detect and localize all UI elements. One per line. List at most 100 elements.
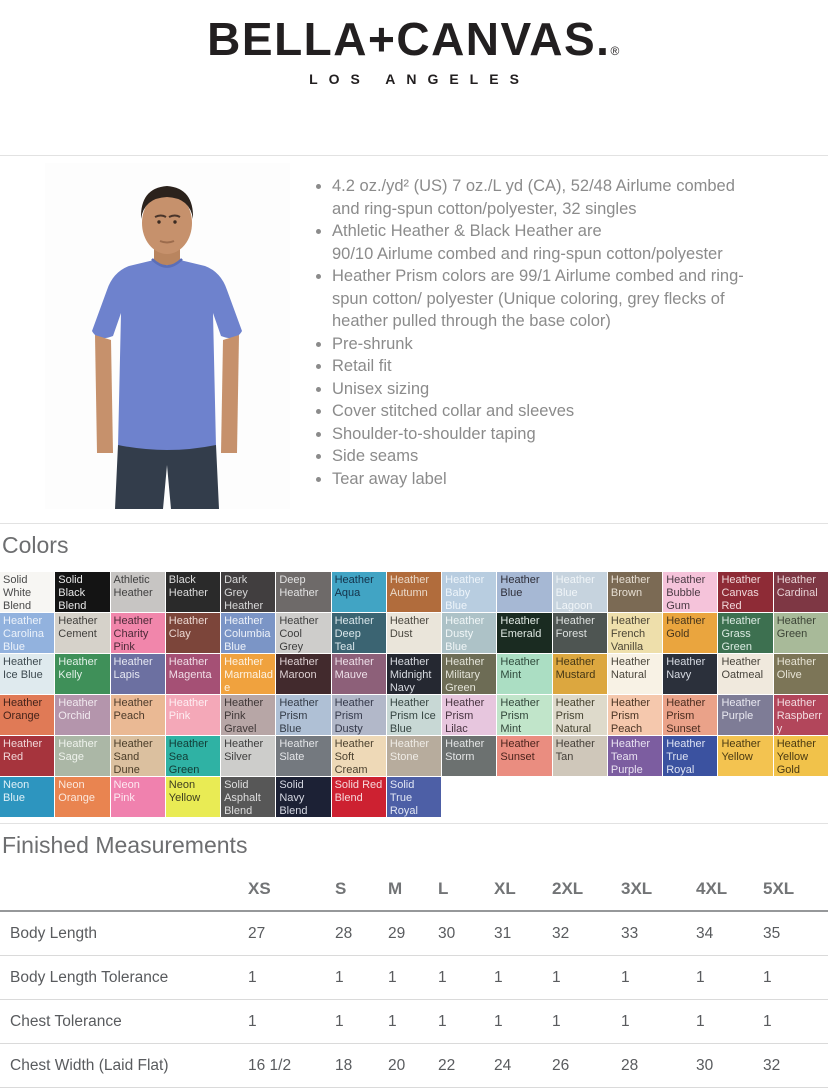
color-swatch: Heather Cement xyxy=(55,613,110,653)
section-divider xyxy=(0,155,828,156)
spec-bullet: Shoulder-to-shoulder taping xyxy=(332,423,827,446)
measurement-value: 1 xyxy=(335,1000,388,1044)
color-swatch: Heather Prism Ice Blue xyxy=(386,695,442,735)
color-swatch: Heather Mint xyxy=(497,654,552,694)
color-swatch: Heather Slate xyxy=(276,736,331,776)
measurement-value: 1 xyxy=(335,956,388,1000)
measurement-value: 1 xyxy=(763,956,828,1000)
color-swatch: Heather Sea Green xyxy=(165,736,221,776)
measurement-value: 1 xyxy=(388,1000,438,1044)
measurement-value: 1 xyxy=(696,956,763,1000)
measurement-row-label: Body Length xyxy=(0,912,248,956)
size-column-header: 2XL xyxy=(552,863,621,912)
measurement-value: 30 xyxy=(696,1044,763,1088)
measurement-value: 32 xyxy=(552,912,621,956)
color-swatch: Solid Red Blend xyxy=(331,777,386,817)
color-swatch: Heather Raspberry xyxy=(773,695,828,735)
color-swatch: Solid Asphalt Blend xyxy=(221,777,276,817)
measurement-value: 1 xyxy=(763,1000,828,1044)
measurement-value: 1 xyxy=(494,956,552,1000)
color-swatch: Heather Yellow Gold xyxy=(773,736,828,776)
spec-bullet: Cover stitched collar and sleeves xyxy=(332,400,827,423)
color-swatch: Heather Dusty Blue xyxy=(442,613,497,653)
size-column-header: M xyxy=(388,863,438,912)
color-swatch: Heather Magenta xyxy=(165,654,221,694)
color-swatch: Heather Maroon xyxy=(276,654,331,694)
spec-bullet: Athletic Heather & Black Heather are 90/… xyxy=(332,220,827,265)
color-swatch: Heather Forest xyxy=(552,613,607,653)
measurement-value: 29 xyxy=(388,912,438,956)
product-specs: 4.2 oz./yd² (US) 7 oz./L yd (CA), 52/48 … xyxy=(312,163,827,509)
color-swatch: Heather True Royal xyxy=(663,736,718,776)
color-swatch: Heather Prism Dusty Blue xyxy=(331,695,386,735)
product-bullets: 4.2 oz./yd² (US) 7 oz./L yd (CA), 52/48 … xyxy=(312,175,827,490)
color-swatch: Heather Columbia Blue xyxy=(221,613,276,653)
color-swatch: Heather Bubble Gum xyxy=(663,572,718,612)
color-swatch: Heather Prism Natural xyxy=(552,695,607,735)
measurement-row-label: Chest Width (Laid Flat) xyxy=(0,1044,248,1088)
registered-trademark-icon: ® xyxy=(610,44,621,58)
measurement-value: 34 xyxy=(696,912,763,956)
color-swatch: Heather Ice Blue xyxy=(0,654,55,694)
color-swatch: Heather Blue Lagoon xyxy=(552,572,607,612)
measurement-value: 1 xyxy=(248,956,335,1000)
color-swatch: Heather Aqua xyxy=(331,572,386,612)
measurement-value: 1 xyxy=(696,1000,763,1044)
color-swatch: Athletic Heather xyxy=(110,572,165,612)
measurements-table: XS S M L XL 2XL 3XL 4XL 5XL Body Length 27 28 29 30 31… xyxy=(0,863,828,1088)
color-swatch: Heather Prism Sunset xyxy=(663,695,718,735)
color-swatch: Heather Yellow xyxy=(718,736,773,776)
color-swatch: Heather Mustard xyxy=(552,654,607,694)
color-swatch: Heather Orange xyxy=(0,695,55,735)
color-swatch: Heather Natural xyxy=(607,654,663,694)
color-swatch: Heather Soft Cream xyxy=(331,736,386,776)
brand-city: LOS ANGELES xyxy=(309,71,530,87)
color-swatch: Heather Pink Gravel xyxy=(221,695,276,735)
color-swatch: Heather Blue xyxy=(497,572,552,612)
color-swatch: Heather Charity Pink xyxy=(110,613,165,653)
color-swatch: Heather Gold xyxy=(663,613,718,653)
measurement-row-label: Body Length Tolerance xyxy=(0,956,248,1000)
section-divider xyxy=(0,523,828,524)
spec-bullet: Retail fit xyxy=(332,355,827,378)
color-swatch: Heather Cool Grey xyxy=(276,613,331,653)
spec-bullet: Heather Prism colors are 99/1 Airlume co… xyxy=(332,265,827,333)
color-swatch: Heather Tan xyxy=(552,736,607,776)
color-swatch: Solid White Blend xyxy=(0,572,55,612)
color-swatch: Heather Pink xyxy=(165,695,221,735)
measurement-value: 1 xyxy=(438,956,494,1000)
measurement-value: 1 xyxy=(552,1000,621,1044)
measurement-value: 31 xyxy=(494,912,552,956)
measurement-value: 1 xyxy=(621,956,696,1000)
colors-heading: Colors xyxy=(2,532,69,558)
measurement-value: 35 xyxy=(763,912,828,956)
color-swatch: Heather French Vanilla xyxy=(607,613,663,653)
color-swatch: Heather Autumn xyxy=(386,572,442,612)
color-swatch: Dark Grey Heather xyxy=(221,572,276,612)
color-swatch: Heather Prism Mint xyxy=(497,695,552,735)
size-column-header: 3XL xyxy=(621,863,696,912)
measurement-value: 1 xyxy=(388,956,438,1000)
color-swatch: Heather Kelly xyxy=(55,654,110,694)
measurement-value: 26 xyxy=(552,1044,621,1088)
spec-bullet: 4.2 oz./yd² (US) 7 oz./L yd (CA), 52/48 … xyxy=(332,175,827,220)
size-column-header: XL xyxy=(494,863,552,912)
color-swatch: Heather Midnight Navy xyxy=(386,654,442,694)
section-divider xyxy=(0,823,828,824)
color-swatch: Heather Cardinal xyxy=(773,572,828,612)
size-column-header: 5XL xyxy=(763,863,828,912)
color-swatch: Heather Canvas Red xyxy=(718,572,773,612)
color-swatch: Neon Pink xyxy=(110,777,165,817)
measurement-value: 28 xyxy=(621,1044,696,1088)
color-swatch: Heather Purple xyxy=(718,695,773,735)
color-swatch: Heather Carolina Blue xyxy=(0,613,55,653)
color-swatch: Neon Orange xyxy=(55,777,110,817)
measurement-value: 20 xyxy=(388,1044,438,1088)
color-swatch: Heather Storm xyxy=(442,736,497,776)
color-swatch: Heather Stone xyxy=(386,736,442,776)
color-swatch: Heather Oatmeal xyxy=(718,654,773,694)
measurement-value: 27 xyxy=(248,912,335,956)
color-swatch: Heather Emerald xyxy=(497,613,552,653)
color-swatch: Neon Yellow xyxy=(165,777,221,817)
measurement-value: 28 xyxy=(335,912,388,956)
